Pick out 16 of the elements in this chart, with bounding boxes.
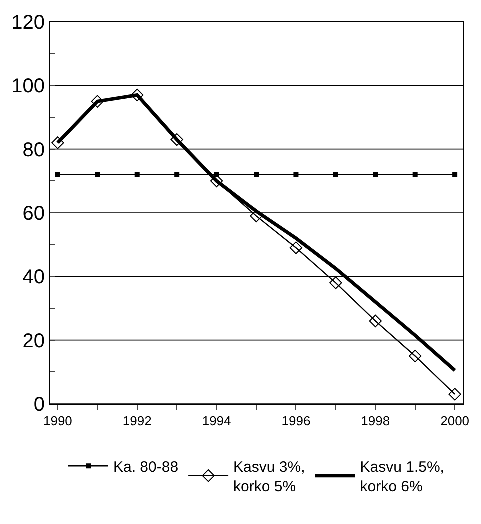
legend-label: Ka. 80-88: [114, 458, 179, 476]
y-tick-label: 120: [12, 12, 45, 34]
x-tick-label: 1994: [202, 414, 232, 429]
y-tick-label: 40: [22, 266, 45, 289]
y-tick-label: 20: [22, 330, 45, 352]
y-tick-label: 60: [22, 203, 45, 225]
y-tick-label: 0: [34, 394, 45, 416]
legend-label: Kasvu 1.5%, korko 6%: [360, 458, 444, 496]
x-tick-label: 1992: [122, 414, 152, 429]
x-tick-label: 1990: [43, 414, 72, 429]
legend-label: Kasvu 3%, korko 5%: [234, 458, 306, 496]
x-tick-label: 1998: [361, 414, 390, 429]
y-tick-label: 80: [22, 139, 45, 162]
x-tick-label: 1996: [282, 414, 311, 429]
x-tick-label: 2000: [440, 414, 470, 429]
y-tick-label: 100: [12, 76, 45, 98]
